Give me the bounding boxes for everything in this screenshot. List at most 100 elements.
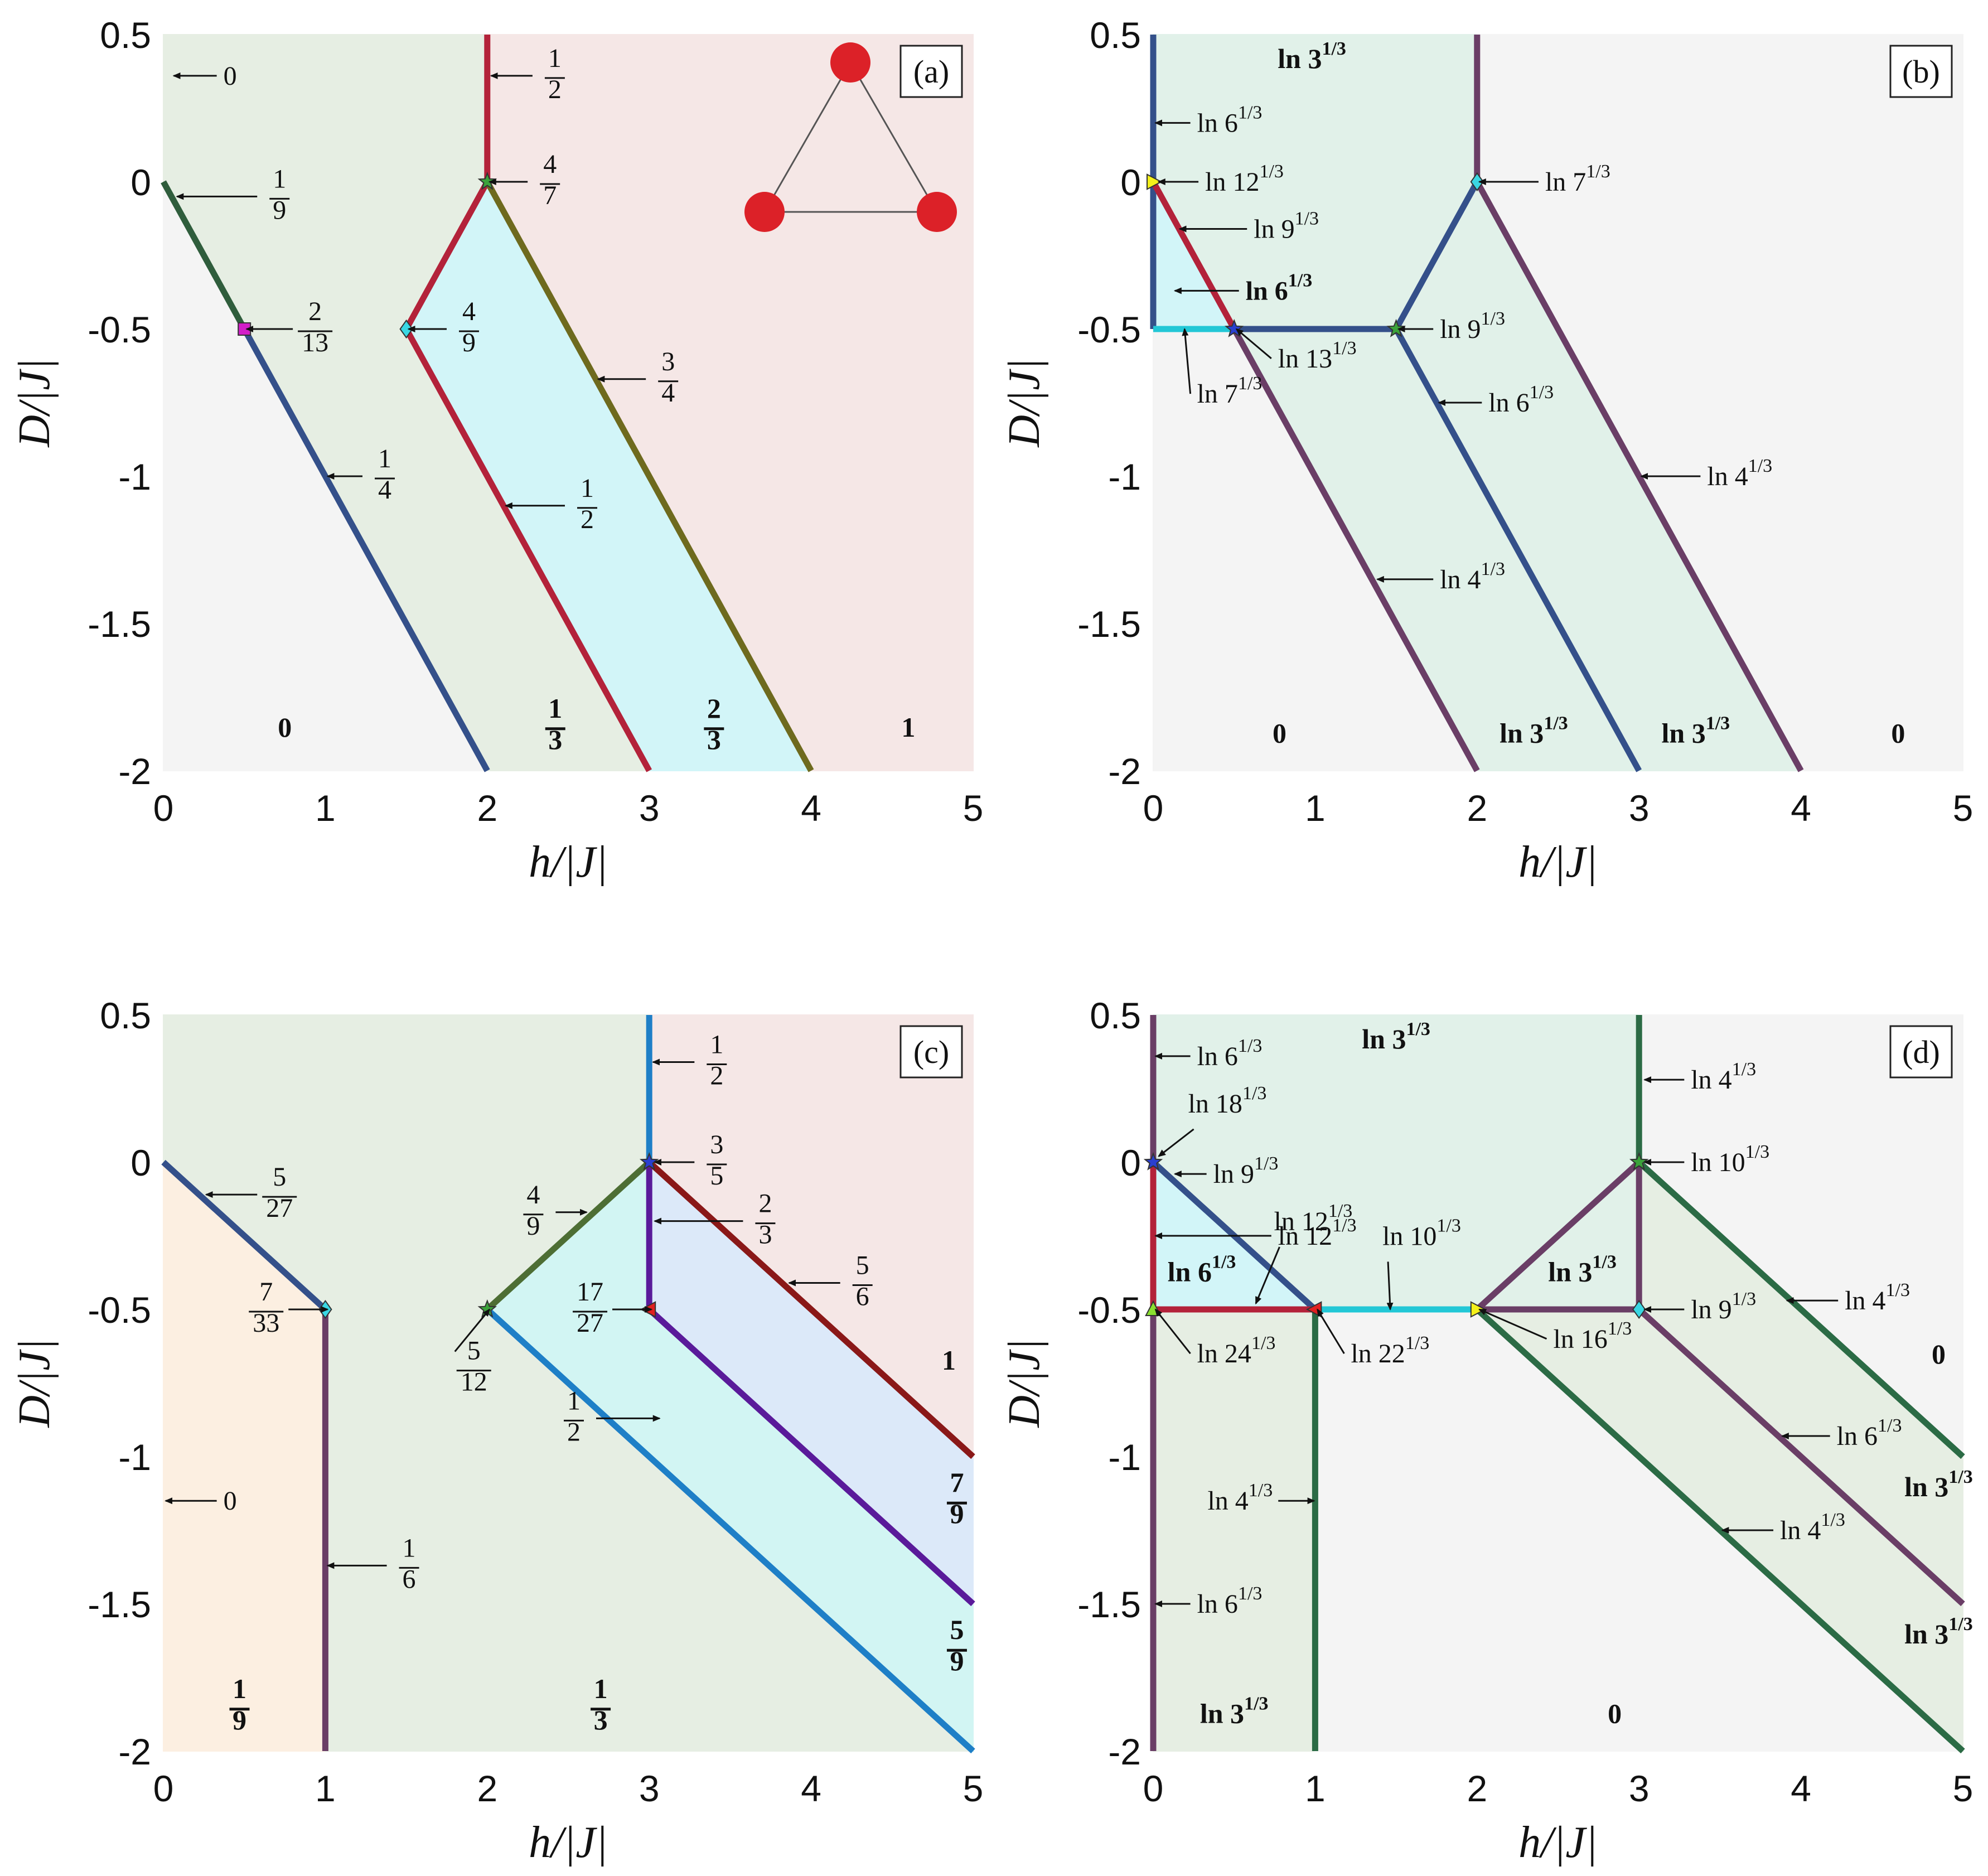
y-tick-label: 0.5 xyxy=(1090,14,1141,56)
x-tick-label: 0 xyxy=(153,787,174,829)
annotation-label: ln 71/3 xyxy=(1545,161,1610,197)
phase-boundary-6 xyxy=(1393,180,1480,331)
x-tick-label: 4 xyxy=(1791,787,1811,829)
y-tick-label: -0.5 xyxy=(88,1289,151,1331)
x-tick-label: 3 xyxy=(1629,787,1650,829)
panel-label-box xyxy=(899,45,963,98)
region-label: ln 31/3 xyxy=(1362,1019,1430,1055)
y-tick-label: -2 xyxy=(118,1731,151,1772)
x-tick-label: 5 xyxy=(1953,1768,1974,1809)
annotation-label: ln 221/3 xyxy=(1351,1333,1429,1369)
annotation-label: ln 41/3 xyxy=(1440,559,1505,594)
phase-region-2 xyxy=(1153,1309,1316,1752)
region-label: 0 xyxy=(1932,1338,1946,1370)
x-tick-label: 0 xyxy=(1143,787,1164,829)
panel-label-box xyxy=(1889,45,1953,98)
phase-boundary-3 xyxy=(485,1159,651,1312)
panel-b: ln 61/3 ln 121/3 ln 91/3 ln 61/3 ln 71/3 ln 1… xyxy=(1000,14,1973,887)
region-label: ln 61/3 xyxy=(1168,1251,1236,1287)
annotation-label: ln 71/3 xyxy=(1197,373,1263,409)
y-tick-label: -0.5 xyxy=(1077,309,1141,350)
region-label: 0 xyxy=(1273,717,1286,748)
y-axis-label: D/|J| xyxy=(10,358,59,448)
annotation-label: 5 12 xyxy=(461,1336,487,1397)
annotation-label: ln 91/3 xyxy=(1691,1289,1756,1324)
annotation-label: ln 41/3 xyxy=(1845,1280,1910,1316)
phase-boundary-13 xyxy=(1475,1307,1965,1754)
panel-a: 01 92 134 91 24 73 41 4 1 201 32 3 10 1 2 3 4 5-2-1.5-1-0… xyxy=(10,14,983,887)
annotation-label: ln 121/3 xyxy=(1274,1201,1353,1236)
y-tick-label: 0.5 xyxy=(1090,995,1141,1036)
annotation-label: ln 161/3 xyxy=(1553,1318,1632,1354)
annotation-label: ln 121/3 xyxy=(1205,161,1284,197)
triangle-bonds xyxy=(763,60,939,213)
phase-boundary-4 xyxy=(403,327,652,772)
region-label: ln 31/3 xyxy=(1278,38,1346,74)
x-tick-label: 4 xyxy=(1791,1768,1811,1809)
spin-site xyxy=(917,192,957,232)
phase-boundary-5 xyxy=(647,1159,975,1459)
region-label: 1 xyxy=(901,712,915,743)
annotation-label: ln 101/3 xyxy=(1382,1215,1461,1251)
region-label: ln 31/3 xyxy=(1904,1467,1973,1502)
spin-site xyxy=(830,42,870,83)
annotation-label: 7 33 xyxy=(253,1277,279,1338)
x-tick-label: 2 xyxy=(477,1768,497,1809)
annotation-label: 0 xyxy=(224,61,237,91)
y-axis-label: D/|J| xyxy=(1000,1338,1049,1428)
x-tick-label: 5 xyxy=(963,1768,984,1809)
x-tick-label: 3 xyxy=(639,1768,660,1809)
region-label: ln 31/3 xyxy=(1500,713,1568,748)
annotation-label: ln 121/3 xyxy=(1278,1215,1357,1251)
annotation-label: 2 13 xyxy=(302,297,328,357)
annotation-arrow xyxy=(1182,328,1192,394)
region-label: 0 xyxy=(278,712,292,743)
y-axis-label: D/|J| xyxy=(10,1338,59,1428)
phase-boundary-6 xyxy=(647,1307,975,1607)
phase-boundary-7 xyxy=(485,1307,975,1754)
annotation-label: ln 41/3 xyxy=(1691,1059,1756,1095)
region-label: 0 xyxy=(1891,717,1905,748)
panel-label: (c) xyxy=(913,1034,949,1070)
critical-point-triangle-right xyxy=(1147,173,1163,190)
panel-label: (b) xyxy=(1902,54,1940,90)
panel-label-box xyxy=(1889,1025,1953,1079)
y-tick-label: -1.5 xyxy=(1077,603,1141,645)
y-tick-label: -1 xyxy=(1108,1437,1141,1478)
phase-boundary-0 xyxy=(161,1159,328,1312)
phase-boundary-0 xyxy=(161,180,248,331)
phase-boundary-5 xyxy=(484,180,814,772)
annotation-label: ln 61/3 xyxy=(1197,1036,1263,1071)
y-tick-label: -1.5 xyxy=(88,603,151,645)
x-tick-label: 4 xyxy=(801,1768,821,1809)
y-tick-label: -1 xyxy=(1108,456,1141,497)
x-tick-label: 1 xyxy=(1305,787,1326,829)
annotation-label: ln 91/3 xyxy=(1440,308,1505,344)
annotation-label: ln 241/3 xyxy=(1197,1333,1276,1369)
x-tick-label: 5 xyxy=(1953,787,1974,829)
annotation-label: ln 41/3 xyxy=(1707,456,1772,491)
x-axis-label: h/|J| xyxy=(529,838,608,887)
phase-boundary-3 xyxy=(403,180,490,331)
critical-point-star xyxy=(1143,1152,1163,1171)
y-tick-label: 0 xyxy=(130,162,151,203)
x-axis-label: h/|J| xyxy=(1518,838,1598,887)
x-tick-label: 3 xyxy=(1629,1768,1650,1809)
annotation-label: ln 131/3 xyxy=(1278,338,1357,374)
region-label: 1 xyxy=(942,1345,956,1376)
x-tick-label: 4 xyxy=(801,787,821,829)
annotation-label: ln 61/3 xyxy=(1197,1583,1263,1619)
